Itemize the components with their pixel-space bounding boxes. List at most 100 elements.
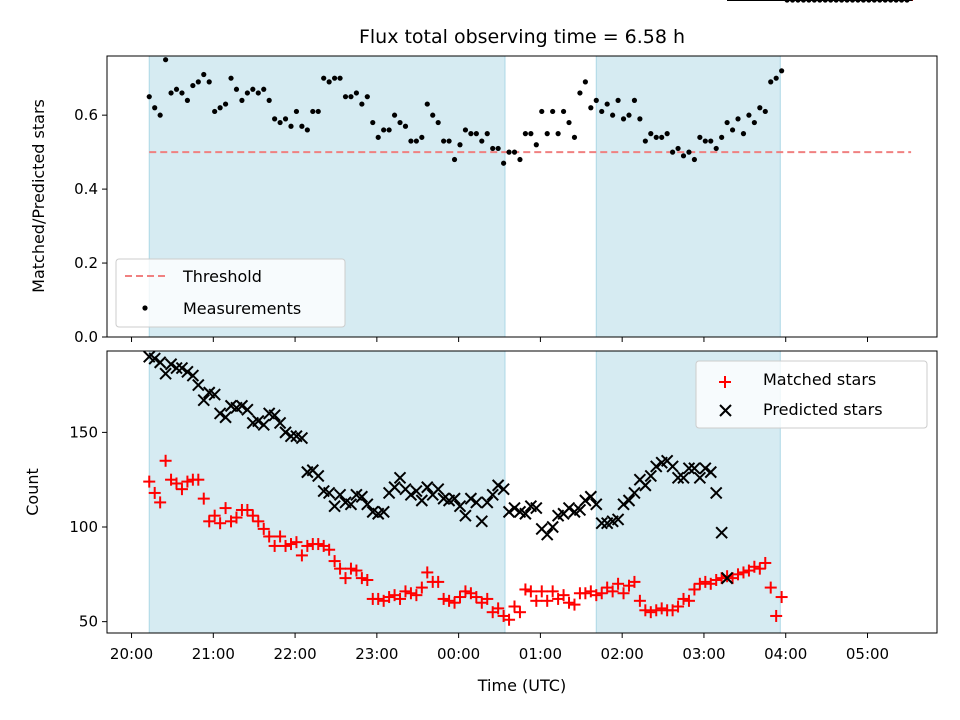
measurement-point bbox=[659, 134, 665, 140]
predicted-star-stroke-b bbox=[344, 498, 358, 511]
matched-star-point bbox=[677, 592, 690, 605]
predicted-star-stroke-b bbox=[437, 492, 450, 505]
predicted-star-stroke-b bbox=[339, 496, 352, 509]
predicted-star-point bbox=[682, 462, 696, 475]
predicted-star-stroke-b bbox=[481, 496, 494, 509]
measurement-point bbox=[435, 119, 441, 126]
predicted-star-point bbox=[192, 378, 205, 392]
measurement-point bbox=[310, 108, 316, 115]
measurement-point bbox=[424, 101, 430, 107]
predicted-star-stroke-b bbox=[541, 528, 554, 541]
predicted-star-point bbox=[453, 499, 467, 513]
predicted-star-stroke-b bbox=[704, 465, 717, 479]
predicted-star-point bbox=[595, 517, 608, 530]
matched-star-point bbox=[492, 602, 505, 615]
matched-star-point bbox=[372, 592, 385, 605]
measurement-point bbox=[675, 145, 681, 152]
y-tick-label: 0.6 bbox=[74, 106, 98, 124]
predicted-star-point bbox=[388, 481, 401, 494]
predicted-star-stroke-b bbox=[546, 520, 559, 534]
predicted-star-stroke-b bbox=[252, 414, 265, 428]
predicted-star-point bbox=[720, 571, 734, 585]
bottom-yticks: 50 100 150 bbox=[69, 423, 107, 631]
predicted-star-stroke-b bbox=[404, 488, 418, 502]
measurement-point bbox=[713, 145, 719, 152]
predicted-star-stroke-b bbox=[677, 471, 690, 485]
predicted-star-stroke-b bbox=[399, 482, 412, 496]
predicted-star-stroke-b bbox=[464, 492, 478, 505]
predicted-star-point bbox=[486, 488, 499, 502]
predicted-star-point bbox=[573, 503, 587, 517]
measurement-point bbox=[577, 90, 583, 96]
matched-star-point bbox=[241, 503, 254, 516]
matched-star-point bbox=[628, 575, 641, 588]
matched-star-point bbox=[568, 598, 581, 611]
matched-star-point bbox=[633, 594, 646, 607]
measurement-point bbox=[648, 131, 654, 137]
predicted-star-stroke-b bbox=[617, 498, 630, 511]
predicted-star-point bbox=[295, 431, 309, 445]
measurement-point bbox=[152, 105, 158, 111]
predicted-star-point bbox=[344, 498, 358, 511]
matched-star-point bbox=[639, 604, 652, 617]
matched-star-point bbox=[710, 574, 723, 587]
predicted-star-stroke-b bbox=[410, 484, 423, 498]
measurement-point bbox=[708, 138, 714, 144]
predicted-star-point bbox=[164, 358, 178, 371]
predicted-star-stroke-b bbox=[710, 486, 723, 500]
predicted-star-stroke-b bbox=[459, 509, 472, 522]
x-tick-label: 03:00 bbox=[682, 645, 725, 663]
measurement-point bbox=[533, 142, 539, 148]
top-legend: Threshold Measurements bbox=[115, 258, 346, 328]
measurement-point bbox=[680, 153, 687, 159]
predicted-star-stroke-b bbox=[415, 494, 429, 507]
predicted-star-stroke-b bbox=[159, 367, 172, 380]
predicted-star-point bbox=[617, 498, 630, 511]
measurement-point bbox=[637, 116, 643, 122]
matched-star-point bbox=[399, 585, 412, 598]
measurement-point bbox=[593, 97, 599, 103]
predicted-star-point bbox=[284, 429, 298, 443]
measurement-point bbox=[729, 127, 736, 133]
predicted-star-point bbox=[584, 490, 598, 503]
measurement-point bbox=[402, 123, 409, 129]
matched-star-point bbox=[606, 585, 619, 598]
predicted-star-point bbox=[241, 403, 254, 416]
matched-star-point bbox=[721, 570, 734, 583]
predicted-star-stroke-b bbox=[715, 526, 728, 539]
predicted-star-point bbox=[530, 501, 543, 515]
matched-star-point bbox=[579, 587, 592, 600]
matched-star-point bbox=[350, 564, 363, 577]
matched-star-point bbox=[290, 536, 303, 549]
measurement-point bbox=[599, 108, 605, 115]
matched-star-point bbox=[421, 566, 434, 579]
predicted-star-stroke-b bbox=[148, 352, 161, 365]
predicted-star-stroke-b bbox=[535, 522, 548, 536]
predicted-star-stroke-b bbox=[519, 507, 532, 520]
measurement-point bbox=[517, 156, 523, 163]
matched-star-point bbox=[443, 594, 456, 607]
matched-star-point bbox=[513, 606, 526, 619]
matched-star-point bbox=[312, 538, 325, 551]
predicted-star-stroke-b bbox=[699, 462, 712, 475]
predicted-star-point bbox=[481, 496, 494, 509]
matched-star-point bbox=[214, 517, 227, 530]
predicted-star-stroke-b bbox=[175, 361, 189, 375]
matched-star-point bbox=[650, 604, 663, 617]
predicted-star-point bbox=[393, 471, 407, 485]
predicted-star-point bbox=[519, 507, 532, 520]
measurement-point bbox=[190, 82, 196, 89]
predicted-star-stroke-b bbox=[153, 356, 167, 369]
predicted-star-stroke-b bbox=[720, 571, 734, 585]
predicted-star-point bbox=[470, 496, 483, 509]
predicted-star-stroke-b bbox=[170, 361, 183, 375]
predicted-star-point bbox=[175, 361, 189, 375]
measurement-point bbox=[588, 105, 594, 111]
predicted-star-point bbox=[404, 488, 418, 502]
x-tick-label: 22:00 bbox=[273, 645, 316, 663]
predicted-star-point bbox=[322, 486, 336, 500]
predicted-star-stroke-b bbox=[377, 505, 390, 519]
predicted-star-point bbox=[257, 418, 270, 432]
matched-star-point bbox=[688, 583, 701, 596]
measurement-point bbox=[212, 108, 218, 115]
